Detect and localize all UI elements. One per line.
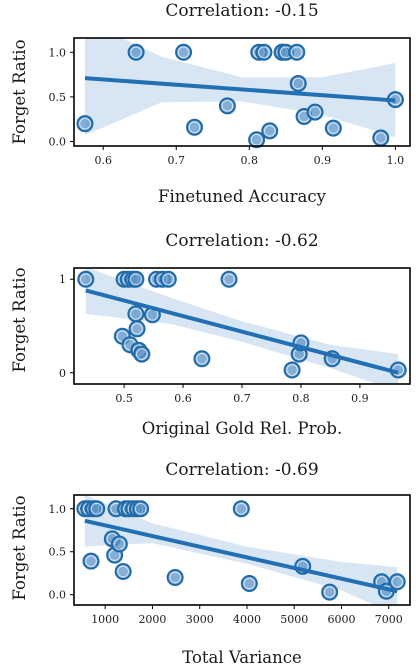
data-point bbox=[88, 500, 106, 518]
data-point bbox=[127, 43, 145, 61]
x-tick-label: 2000 bbox=[138, 613, 166, 626]
regression-line bbox=[84, 518, 398, 594]
x-tick-label: 0.7 bbox=[233, 392, 251, 405]
x-tick-label: 4000 bbox=[233, 613, 261, 626]
x-tick-label: 3000 bbox=[186, 613, 214, 626]
y-tick-label: 0.0 bbox=[49, 136, 67, 149]
x-tick-label: 0.8 bbox=[241, 154, 259, 167]
y-tick-label: 1 bbox=[59, 273, 66, 286]
y-axis-label: Forget Ratio bbox=[10, 495, 29, 600]
y-tick-label: 0.5 bbox=[49, 546, 67, 559]
x-axis-label: Original Gold Rel. Prob. bbox=[142, 419, 342, 438]
data-point bbox=[324, 119, 342, 137]
data-point bbox=[114, 562, 132, 580]
y-tick-label: 1.0 bbox=[49, 46, 67, 59]
data-point bbox=[240, 575, 258, 593]
x-tick-label: 7000 bbox=[375, 613, 403, 626]
y-axis-label: Forget Ratio bbox=[10, 39, 29, 144]
data-point bbox=[261, 122, 279, 140]
x-tick-label: 0.9 bbox=[314, 154, 332, 167]
data-point bbox=[220, 270, 238, 288]
data-point bbox=[232, 500, 250, 518]
data-point bbox=[128, 320, 146, 338]
data-point bbox=[110, 535, 128, 553]
chart-panel-2: 0.5 0.6 0.7 0.8 0.9 0 1 Correlation: -0.62 Origi… bbox=[10, 231, 411, 438]
x-tick-label: 0.5 bbox=[115, 392, 133, 405]
x-axis-label: Total Variance bbox=[182, 648, 302, 667]
y-tick-label: 0 bbox=[59, 367, 66, 380]
data-point bbox=[218, 97, 236, 115]
y-tick-label: 0.5 bbox=[49, 91, 67, 104]
confidence-band bbox=[84, 495, 398, 605]
data-point bbox=[82, 552, 100, 570]
chart-title: Correlation: -0.15 bbox=[165, 1, 318, 21]
chart-panel-1: 0.6 0.7 0.8 0.9 1.0 0.0 0.5 1.0 Correlation: -0.… bbox=[10, 1, 411, 206]
data-point bbox=[127, 270, 145, 288]
data-point bbox=[321, 583, 339, 601]
x-tick-label: 0.6 bbox=[174, 392, 192, 405]
x-tick-label: 5000 bbox=[280, 613, 308, 626]
data-point bbox=[193, 350, 211, 368]
x-tick-label: 6000 bbox=[327, 613, 355, 626]
data-point bbox=[175, 43, 193, 61]
y-tick-label: 0.0 bbox=[49, 589, 67, 602]
data-point bbox=[127, 305, 145, 323]
data-point bbox=[248, 131, 266, 149]
x-axis-label: Finetuned Accuracy bbox=[158, 187, 327, 206]
data-point bbox=[306, 103, 324, 121]
x-tick-label: 1.0 bbox=[387, 154, 405, 167]
chart-title: Correlation: -0.62 bbox=[165, 231, 318, 251]
data-point bbox=[186, 118, 204, 136]
x-tick-label: 1000 bbox=[91, 613, 119, 626]
plot-frame bbox=[73, 37, 411, 147]
data-point bbox=[159, 270, 177, 288]
data-point bbox=[288, 43, 306, 61]
chart-title: Correlation: -0.69 bbox=[165, 460, 318, 480]
x-tick-label: 0.8 bbox=[292, 392, 310, 405]
data-point bbox=[77, 270, 95, 288]
data-point bbox=[76, 115, 94, 133]
data-point bbox=[283, 361, 301, 379]
x-tick-label: 0.6 bbox=[94, 154, 112, 167]
plot-frame bbox=[73, 494, 411, 606]
data-point bbox=[372, 129, 390, 147]
y-tick-label: 1.0 bbox=[49, 503, 67, 516]
confidence-band bbox=[85, 268, 399, 384]
data-point bbox=[255, 43, 273, 61]
data-point bbox=[166, 569, 184, 586]
regression-line bbox=[85, 288, 399, 375]
data-point bbox=[289, 75, 307, 93]
y-axis-label: Forget Ratio bbox=[10, 267, 29, 372]
chart-panel-3: 1000 2000 3000 4000 5000 6000 7000 0.0 0.5 1.0 Cor… bbox=[10, 460, 411, 667]
regression-line bbox=[84, 76, 396, 103]
data-point bbox=[132, 500, 150, 518]
x-tick-label: 0.7 bbox=[168, 154, 186, 167]
x-tick-label: 0.9 bbox=[351, 392, 369, 405]
data-point bbox=[133, 345, 151, 363]
data-point bbox=[388, 573, 406, 591]
